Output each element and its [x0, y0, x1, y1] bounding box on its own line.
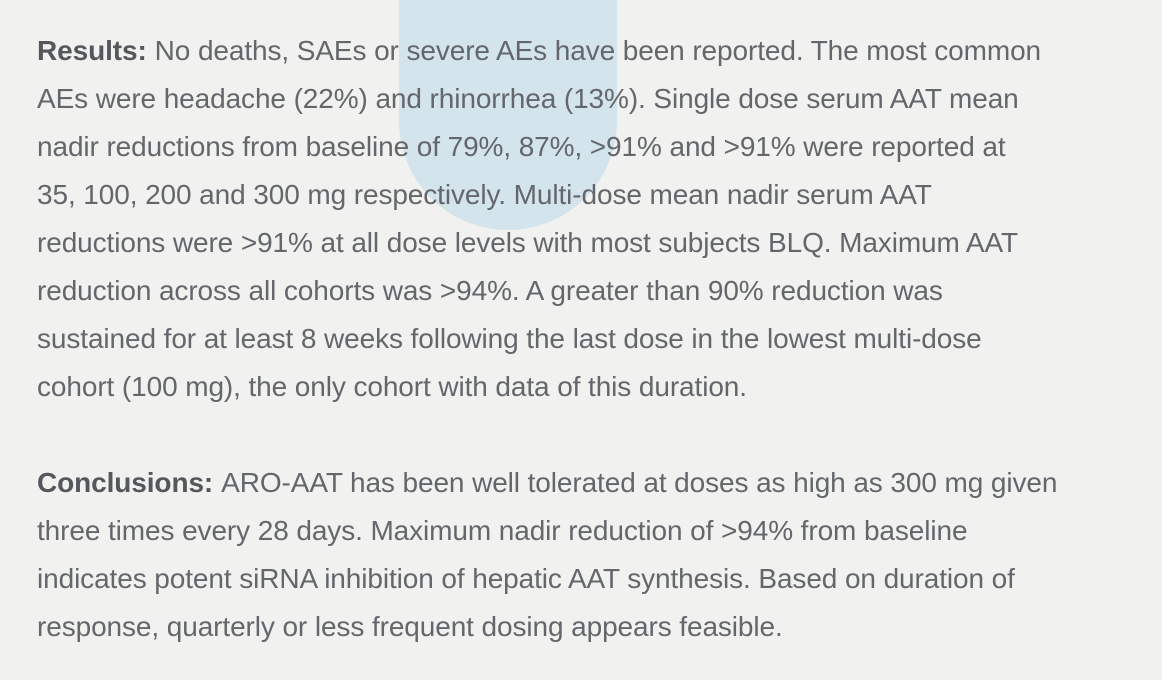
decorative-pill-shape	[399, 0, 617, 230]
conclusions-paragraph: Conclusions: ARO-AAT has been well tolera…	[37, 459, 1137, 651]
conclusions-line: response, quarterly or less frequent dos…	[37, 611, 783, 642]
results-paragraph: Results: No deaths, SAEs or severe AEs ha…	[37, 27, 1137, 411]
results-label: Results:	[37, 35, 147, 66]
abstract-text-block: Results: No deaths, SAEs or severe AEs ha…	[37, 27, 1137, 651]
conclusions-line: three times every 28 days. Maximum nadir…	[37, 515, 968, 546]
conclusions-line-text: ARO-AAT has been well tolerated at doses…	[221, 467, 1058, 498]
results-line: sustained for at least 8 weeks following…	[37, 323, 982, 354]
results-line-text: No deaths, SAEs or severe AEs have been …	[154, 35, 1042, 66]
results-line: AEs were headache (22%) and rhinorrhea (…	[37, 83, 1019, 114]
conclusions-line: Conclusions: ARO-AAT has been well tolera…	[37, 459, 1137, 507]
results-line: reduction across all cohorts was >94%. A…	[37, 275, 943, 306]
results-line: reductions were >91% at all dose levels …	[37, 227, 1018, 258]
results-line: 35, 100, 200 and 300 mg respectively. Mu…	[37, 179, 932, 210]
conclusions-label: Conclusions:	[37, 467, 214, 498]
results-line: Results: No deaths, SAEs or severe AEs ha…	[37, 27, 1137, 75]
results-line: cohort (100 mg), the only cohort with da…	[37, 371, 747, 402]
conclusions-line: indicates potent siRNA inhibition of hep…	[37, 563, 1015, 594]
results-line: nadir reductions from baseline of 79%, 8…	[37, 131, 1006, 162]
